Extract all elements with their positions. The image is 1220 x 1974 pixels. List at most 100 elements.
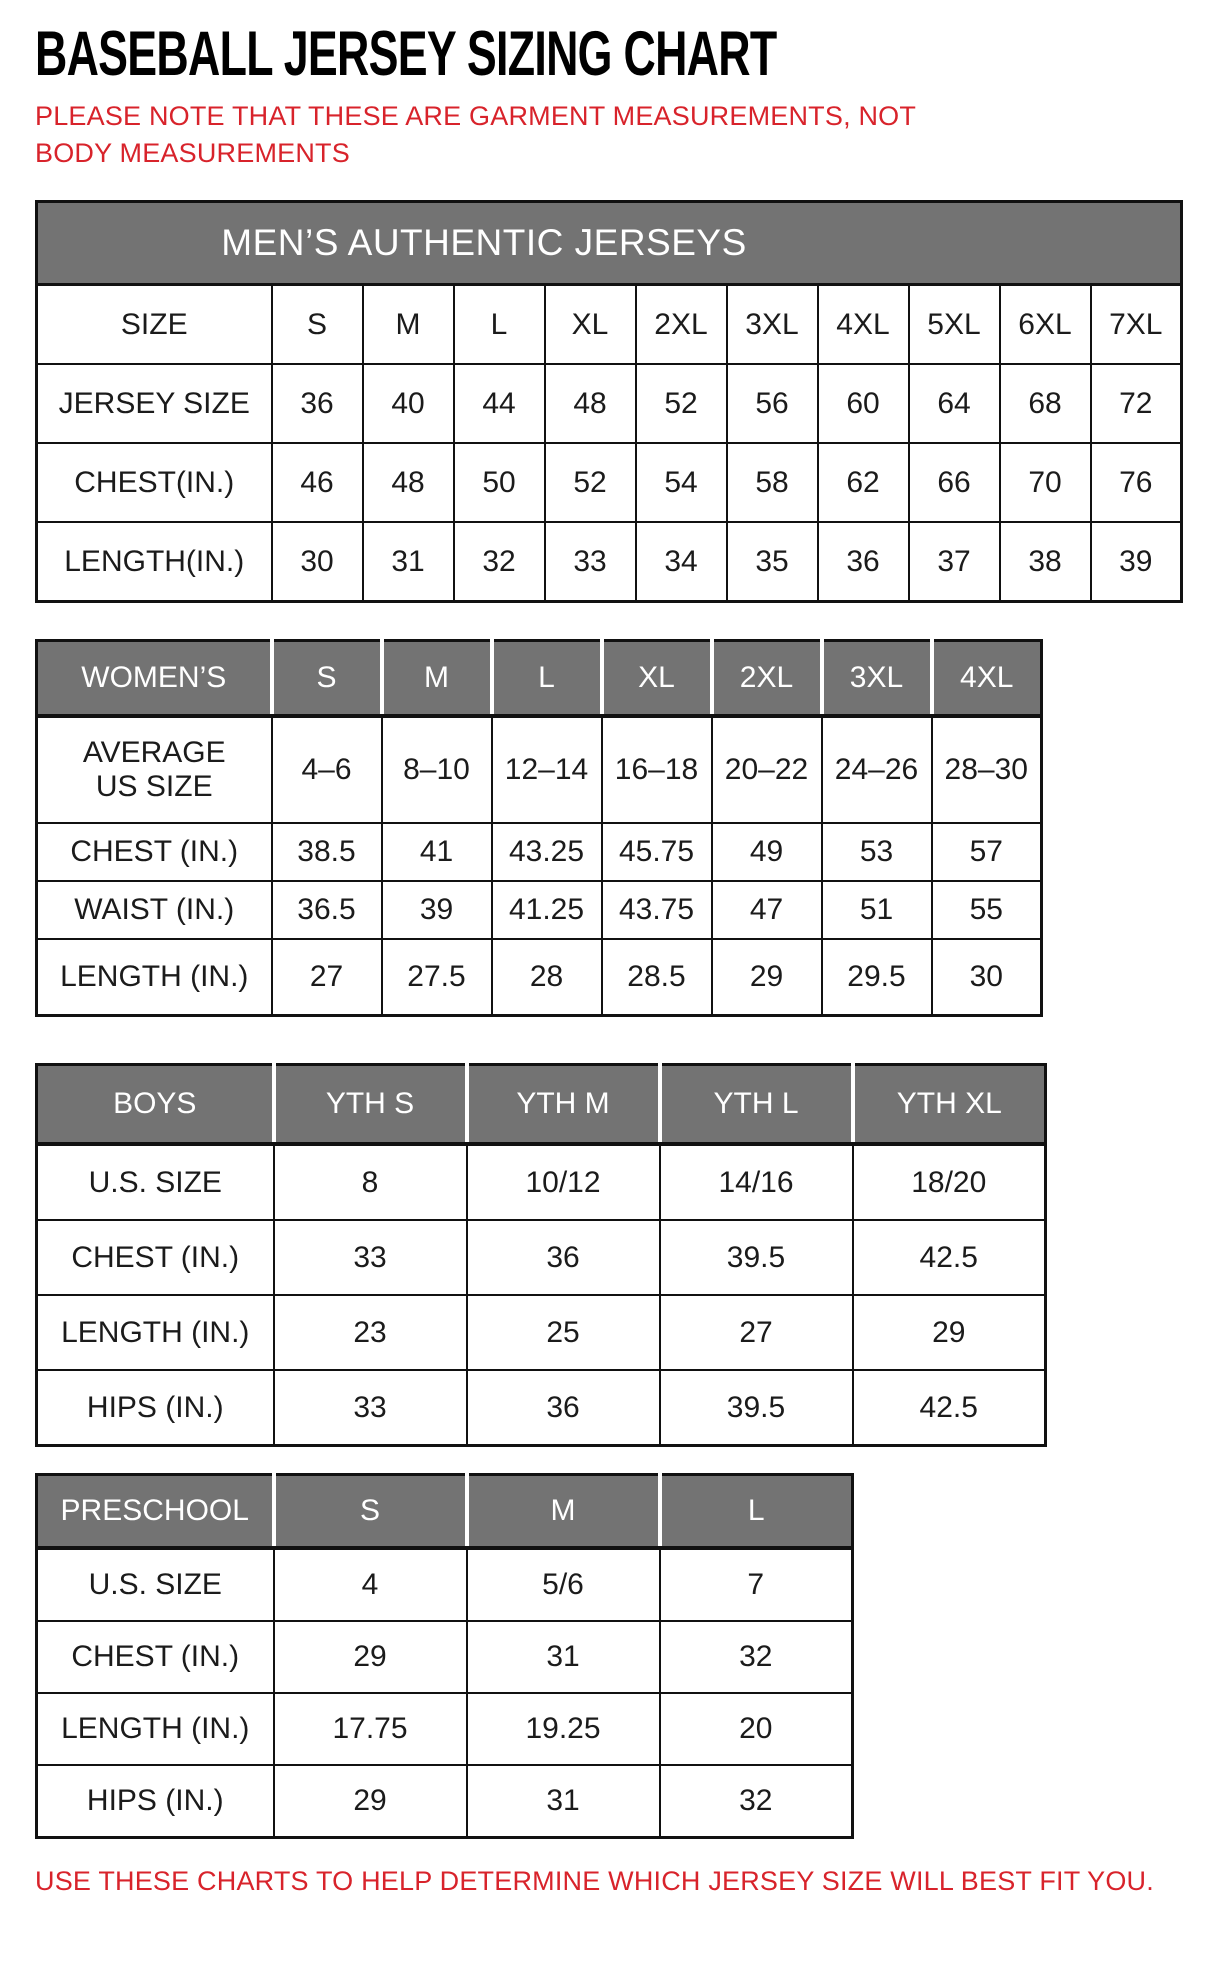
data-cell: 62 — [816, 442, 910, 523]
data-cell: 55 — [930, 880, 1043, 940]
data-cell: 29.5 — [820, 938, 933, 1017]
data-cell: 53 — [820, 822, 933, 882]
data-cell: 8 — [272, 1143, 468, 1221]
data-cell: 47 — [710, 880, 823, 940]
data-cell: 33 — [272, 1219, 468, 1296]
data-cell: 38.5 — [270, 822, 383, 882]
row-label: LENGTH (IN.) — [35, 1294, 275, 1371]
data-cell: 35 — [725, 521, 819, 603]
data-cell: XL — [543, 283, 637, 365]
data-cell: 50 — [452, 442, 546, 523]
womens-header-col: XL — [599, 640, 713, 718]
womens-header-col: M — [379, 640, 493, 718]
data-cell: 64 — [907, 363, 1001, 444]
data-cell: 4XL — [816, 283, 910, 365]
data-cell: 48 — [361, 442, 455, 523]
preschool-sizing-table: PRESCHOOL S M L U.S. SIZE 4 5/6 7 CHEST (IN.) 29 3… — [35, 1473, 854, 1839]
data-cell: 25 — [465, 1294, 661, 1371]
data-cell: 10/12 — [465, 1143, 661, 1221]
row-label: CHEST (IN.) — [35, 1620, 275, 1694]
data-cell: 28 — [490, 938, 603, 1017]
data-cell: 52 — [634, 363, 728, 444]
data-cell: 32 — [452, 521, 546, 603]
boys-header-col: YTH M — [464, 1064, 661, 1146]
data-cell: 46 — [270, 442, 364, 523]
preschool-header-col: M — [464, 1474, 661, 1550]
data-cell: 29 — [710, 938, 823, 1017]
data-cell: 36 — [465, 1219, 661, 1296]
data-cell: 39.5 — [658, 1369, 854, 1447]
data-cell: 8–10 — [380, 715, 493, 824]
data-cell: 27 — [658, 1294, 854, 1371]
data-cell: M — [361, 283, 455, 365]
preschool-row: U.S. SIZE 4 5/6 7 — [35, 1547, 854, 1622]
data-cell: 32 — [658, 1764, 854, 1839]
page-title-text: BASEBALL JERSEY SIZING CHART — [35, 19, 777, 89]
data-cell: 31 — [361, 521, 455, 603]
boys-header-col: YTH S — [271, 1064, 468, 1146]
data-cell: 7 — [658, 1547, 854, 1622]
data-cell: 28.5 — [600, 938, 713, 1017]
preschool-row: CHEST (IN.) 29 31 32 — [35, 1620, 854, 1694]
data-cell: 40 — [361, 363, 455, 444]
row-label: CHEST (IN.) — [35, 1219, 275, 1296]
data-cell: 2XL — [634, 283, 728, 365]
footer-note: USE THESE CHARTS TO HELP DETERMINE WHICH… — [35, 1866, 1154, 1896]
data-cell: 42.5 — [851, 1219, 1047, 1296]
womens-header-col: L — [489, 640, 603, 718]
preschool-header-label: PRESCHOOL — [36, 1474, 275, 1550]
row-label: CHEST(IN.) — [35, 442, 273, 523]
preschool-row: HIPS (IN.) 29 31 32 — [35, 1764, 854, 1839]
data-cell: 49 — [710, 822, 823, 882]
row-label: U.S. SIZE — [35, 1143, 275, 1221]
data-cell: 33 — [272, 1369, 468, 1447]
data-cell: 57 — [930, 822, 1043, 882]
boys-row: HIPS (IN.) 33 36 39.5 42.5 — [35, 1369, 1047, 1447]
data-cell: 70 — [998, 442, 1092, 523]
data-cell: 18/20 — [851, 1143, 1047, 1221]
womens-row: LENGTH (IN.) 27 27.5 28 28.5 29 29.5 30 — [35, 938, 1043, 1017]
data-cell: 36.5 — [270, 880, 383, 940]
boys-row: U.S. SIZE 8 10/12 14/16 18/20 — [35, 1143, 1047, 1221]
row-label: CHEST (IN.) — [35, 822, 273, 882]
womens-header-col: 3XL — [819, 640, 933, 718]
mens-row: CHEST(IN.) 46 48 50 52 54 58 62 66 70 76 — [35, 442, 1183, 523]
boys-header-col: YTH L — [657, 1064, 854, 1146]
mens-row: JERSEY SIZE 36 40 44 48 52 56 60 64 68 72 — [35, 363, 1183, 444]
preschool-header-col: S — [271, 1474, 468, 1550]
data-cell: 36 — [465, 1369, 661, 1447]
womens-row: CHEST (IN.) 38.5 41 43.25 45.75 49 53 57 — [35, 822, 1043, 882]
data-cell: 19.25 — [465, 1692, 661, 1766]
data-cell: 17.75 — [272, 1692, 468, 1766]
row-label: SIZE — [35, 283, 273, 365]
data-cell: 36 — [816, 521, 910, 603]
data-cell: 38 — [998, 521, 1092, 603]
page-title: BASEBALL JERSEY SIZING CHART — [35, 18, 1220, 90]
data-cell: 60 — [816, 363, 910, 444]
row-label: LENGTH (IN.) — [35, 1692, 275, 1766]
data-cell: 30 — [930, 938, 1043, 1017]
boys-sizing-table: BOYS YTH S YTH M YTH L YTH XL U.S. SIZE 8 10/12… — [35, 1063, 1047, 1447]
row-label: AVERAGE US SIZE — [35, 715, 273, 824]
womens-row: WAIST (IN.) 36.5 39 41.25 43.75 47 51 55 — [35, 880, 1043, 940]
data-cell: 32 — [658, 1620, 854, 1694]
data-cell: 23 — [272, 1294, 468, 1371]
data-cell: 20 — [658, 1692, 854, 1766]
data-cell: 16–18 — [600, 715, 713, 824]
data-cell: 7XL — [1089, 283, 1183, 365]
preschool-row: LENGTH (IN.) 17.75 19.25 20 — [35, 1692, 854, 1766]
data-cell: 29 — [272, 1620, 468, 1694]
data-cell: 54 — [634, 442, 728, 523]
womens-sizing-table: WOMEN’S S M L XL 2XL 3XL 4XL AVERAGE US SIZE 4–6 8… — [35, 639, 1043, 1017]
row-label: JERSEY SIZE — [35, 363, 273, 444]
data-cell: 33 — [543, 521, 637, 603]
preschool-header-row: PRESCHOOL S M L — [36, 1474, 854, 1550]
data-cell: 29 — [272, 1764, 468, 1839]
mens-authentic-jerseys-table: MEN’S AUTHENTIC JERSEYS SIZE S M L XL 2XL 3XL 4X… — [35, 200, 1184, 603]
mens-row: LENGTH(IN.) 30 31 32 33 34 35 36 37 38 39 — [35, 521, 1183, 603]
womens-header-row: WOMEN’S S M L XL 2XL 3XL 4XL — [36, 640, 1043, 718]
data-cell: 39 — [1089, 521, 1183, 603]
data-cell: 43.75 — [600, 880, 713, 940]
garment-measurement-note: PLEASE NOTE THAT THESE ARE GARMENT MEASU… — [35, 101, 916, 168]
womens-header-col: S — [269, 640, 383, 718]
